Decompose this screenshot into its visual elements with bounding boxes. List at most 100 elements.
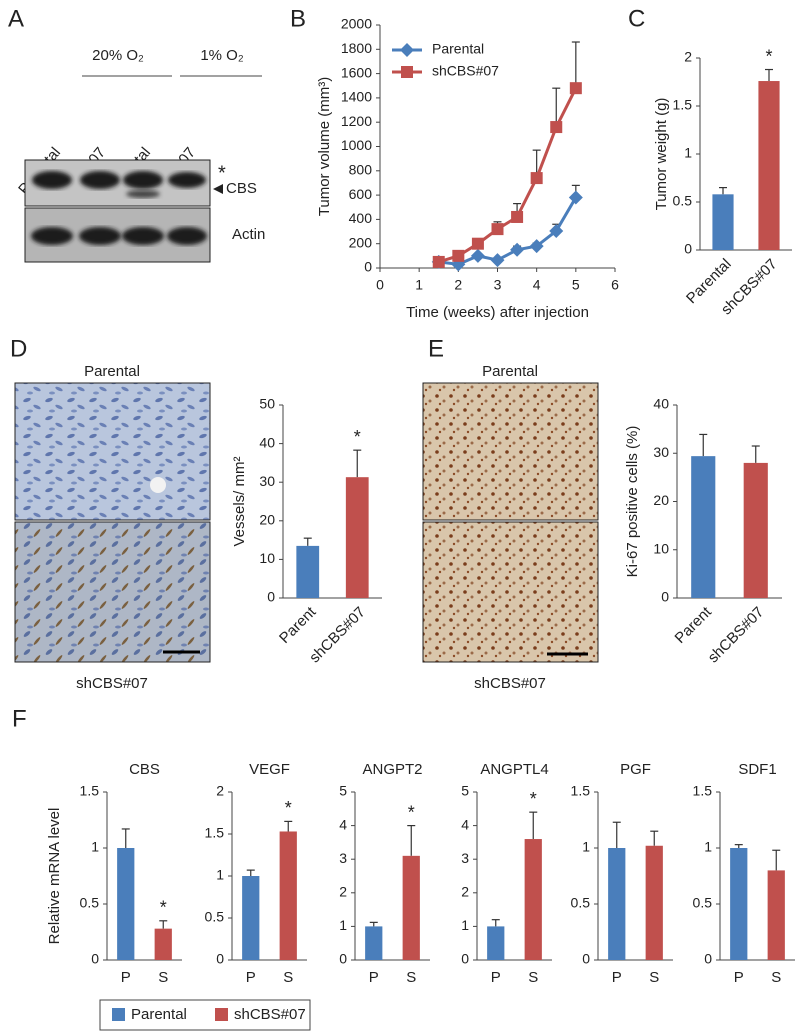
chart-title: ANGPTL4: [480, 761, 548, 778]
x-tick-label: Parent: [672, 603, 716, 647]
x-tick-label: 2: [454, 277, 462, 293]
x-tick-label: P: [491, 969, 501, 986]
marker: [569, 82, 582, 95]
significance-mark: *: [765, 46, 772, 66]
blot-actin: [24, 207, 211, 263]
marker: [529, 239, 544, 254]
y-tick-label: 0.5: [673, 193, 693, 209]
x-tick-label: S: [406, 969, 416, 986]
y-tick-label: 1.5: [693, 783, 713, 799]
significance-mark: *: [285, 798, 292, 818]
legend-box: [99, 999, 311, 1031]
legend-marker: [401, 66, 413, 78]
x-tick-label: 6: [611, 277, 619, 293]
y-tick-label: 30: [259, 473, 275, 489]
y-tick-label: 2: [339, 884, 347, 900]
bar: [365, 926, 383, 960]
chart-title: ANGPT2: [362, 761, 422, 778]
legend-swatch: [112, 1008, 125, 1021]
image-caption: shCBS#07: [474, 675, 546, 692]
legend-label: shCBS#07: [432, 63, 499, 79]
y-tick-label: 0: [364, 259, 372, 275]
condition-label: 1% O₂: [200, 47, 244, 64]
y-tick-label: 600: [349, 186, 373, 202]
bar: [279, 831, 297, 960]
image-caption: Parental: [84, 363, 140, 380]
micrograph: [422, 382, 599, 521]
marker: [510, 242, 525, 257]
y-tick-label: 1: [216, 867, 224, 883]
blot-cbs: [24, 159, 211, 207]
x-tick-label: S: [771, 969, 781, 986]
bar: [296, 545, 320, 598]
x-tick-label: S: [158, 969, 168, 986]
x-tick-label: 3: [494, 277, 502, 293]
bar: [645, 845, 663, 960]
legend-swatch: [215, 1008, 228, 1021]
x-tick-label: shCBS#07: [705, 604, 768, 667]
significance-mark: *: [160, 898, 167, 918]
x-tick-label: 1: [415, 277, 423, 293]
y-axis-label: Tumor weight (g): [653, 98, 670, 211]
y-tick-label: 2: [216, 783, 224, 799]
chart-title: CBS: [129, 761, 160, 778]
micrograph-detail: [150, 477, 166, 493]
y-tick-label: 0: [661, 589, 669, 605]
y-tick-label: 0: [461, 951, 469, 967]
bar: [154, 928, 172, 960]
band-label: Actin: [232, 226, 265, 243]
y-tick-label: 20: [653, 492, 669, 508]
y-tick-label: 10: [653, 540, 669, 556]
bar: [758, 81, 780, 250]
y-tick-label: 1: [582, 839, 590, 855]
x-tick-label: S: [649, 969, 659, 986]
y-tick-label: 1.5: [673, 97, 693, 113]
x-axis-label: Time (weeks) after injection: [406, 304, 589, 321]
legend-label: Parental: [131, 1006, 187, 1023]
y-axis-label: Vessels/ mm²: [231, 456, 248, 546]
legend-label: Parental: [432, 41, 484, 57]
marker: [490, 253, 505, 268]
y-tick-label: 1.5: [571, 783, 591, 799]
arrow-head: [213, 184, 223, 194]
x-tick-label: P: [369, 969, 379, 986]
bar: [402, 855, 420, 960]
image-caption: Parental: [482, 363, 538, 380]
x-tick-label: S: [528, 969, 538, 986]
x-tick-label: 4: [533, 277, 541, 293]
y-tick-label: 40: [259, 434, 275, 450]
y-tick-label: 1200: [341, 113, 372, 129]
bar: [608, 848, 626, 960]
significance-mark: *: [530, 789, 537, 809]
y-tick-label: 0: [582, 951, 590, 967]
panel-letter: D: [10, 335, 27, 362]
y-tick-label: 0.5: [80, 895, 100, 911]
chart-title: SDF1: [738, 761, 776, 778]
y-tick-label: 1400: [341, 89, 372, 105]
significance-mark: *: [354, 427, 361, 447]
x-tick-label: 0: [376, 277, 384, 293]
y-tick-label: 0: [267, 589, 275, 605]
y-tick-label: 50: [259, 396, 275, 412]
y-tick-label: 1.5: [205, 825, 225, 841]
panel-letter: B: [290, 5, 306, 32]
y-tick-label: 1600: [341, 64, 372, 80]
panel-letter: A: [8, 5, 24, 32]
marker: [530, 172, 543, 185]
y-tick-label: 0: [91, 951, 99, 967]
y-tick-label: 30: [653, 444, 669, 460]
significance-mark: *: [408, 802, 415, 822]
legend-marker: [400, 43, 414, 57]
y-axis-label: Tumor volume (mm³): [316, 77, 333, 216]
image-caption: shCBS#07: [76, 675, 148, 692]
bar: [691, 456, 716, 598]
marker: [491, 223, 504, 236]
marker: [452, 249, 465, 262]
y-tick-label: 400: [349, 210, 373, 226]
y-tick-label: 0.5: [693, 895, 713, 911]
y-tick-label: 2: [461, 884, 469, 900]
y-tick-label: 40: [653, 396, 669, 412]
bar: [743, 462, 768, 598]
